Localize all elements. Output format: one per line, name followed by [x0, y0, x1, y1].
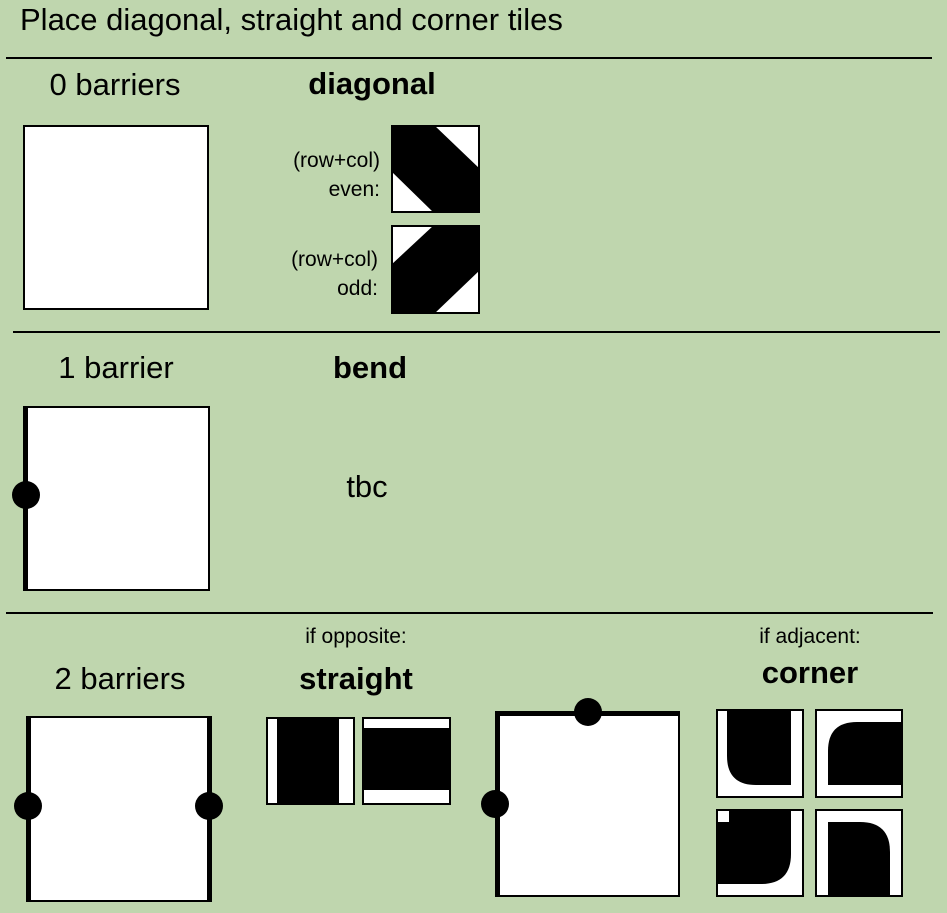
bend-heading: bend: [332, 350, 408, 385]
barrier-dot-left: [14, 792, 42, 820]
divider-middle: [13, 331, 940, 333]
corner-tile-bottom-right: [815, 809, 903, 897]
adjacent-caption: if adjacent:: [759, 625, 861, 648]
even-label-line1: (row+col): [293, 149, 380, 172]
section-zero-heading: 0 barriers: [49, 67, 181, 102]
diagonal-tile-odd: [391, 225, 480, 314]
diagonal-tile-even: [391, 125, 480, 213]
bend-note: tbc: [346, 469, 388, 504]
straight-tile-vertical: [266, 717, 355, 805]
even-label-line2: even:: [328, 178, 380, 201]
cell-opposite-barriers: [26, 716, 212, 902]
page-title: Place diagonal, straight and corner tile…: [20, 2, 563, 37]
opposite-caption: if opposite:: [305, 625, 407, 648]
cell-one-barrier: [23, 406, 210, 591]
corner-tile-top-right: [815, 709, 903, 798]
straight-tile-horizontal: [362, 717, 451, 805]
even-label: (row+col) even:: [250, 146, 380, 204]
section-one-heading: 1 barrier: [58, 350, 174, 385]
section-two-heading: 2 barriers: [54, 661, 186, 696]
odd-label-line1: (row+col): [291, 248, 378, 271]
cell-adjacent-barriers: [495, 711, 680, 897]
corner-tile-bottom-left: [716, 809, 804, 897]
barrier-dot-right: [195, 792, 223, 820]
barrier-dot-left: [481, 790, 509, 818]
divider-bottom: [6, 612, 933, 614]
odd-label: (row+col) odd:: [248, 245, 378, 303]
divider-top: [6, 57, 932, 59]
barrier-dot-top: [574, 698, 602, 726]
empty-cell-zero-barriers: [23, 125, 209, 310]
odd-label-line2: odd:: [337, 277, 378, 300]
diagonal-heading: diagonal: [308, 66, 436, 101]
corner-heading: corner: [761, 655, 859, 690]
corner-tile-top-left: [716, 709, 804, 798]
straight-heading: straight: [299, 661, 413, 696]
barrier-dot-left: [12, 481, 40, 509]
